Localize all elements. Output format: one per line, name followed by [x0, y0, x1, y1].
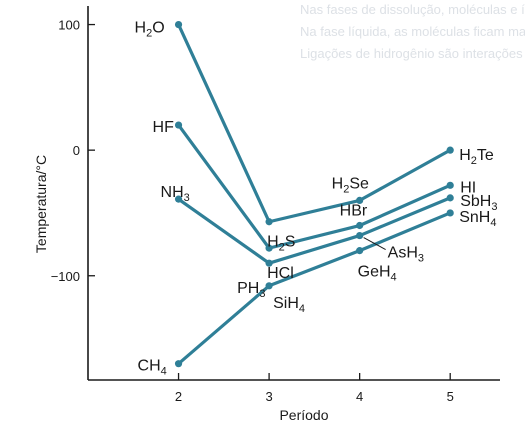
background-text-2: Na fase líquida, as moléculas ficam mais…	[300, 24, 525, 39]
data-label: HCl	[267, 265, 294, 282]
data-label: SbH3	[460, 193, 497, 213]
data-point	[356, 196, 364, 204]
data-point	[265, 218, 273, 226]
data-label: CH4	[138, 358, 167, 378]
y-tick-label: −100	[51, 269, 80, 284]
data-label: AsH3	[388, 245, 424, 265]
background-text-1: Nas fases de dissolução, moléculas e íon…	[300, 2, 525, 17]
data-point	[265, 259, 273, 267]
x-tick-label: 4	[356, 389, 363, 404]
data-point	[446, 194, 454, 202]
data-point	[446, 146, 454, 154]
x-axis-label: Período	[279, 407, 328, 423]
data-point	[446, 209, 454, 217]
series-line-group17	[176, 123, 452, 250]
series-layer	[174, 20, 454, 368]
data-point	[356, 221, 364, 230]
y-axis-label: Temperatura/°C	[33, 155, 49, 253]
data-point	[356, 231, 364, 240]
data-label: GeH4	[358, 264, 397, 284]
x-tick-label: 2	[175, 389, 182, 404]
y-tick-label: 100	[58, 18, 80, 33]
data-point	[356, 247, 364, 255]
data-label: SiH4	[273, 295, 305, 315]
series-line-group14	[176, 211, 452, 366]
data-label: HBr	[340, 203, 368, 220]
data-label: H2Se	[332, 175, 369, 195]
series-line-group15	[176, 196, 452, 265]
data-point	[174, 195, 183, 203]
data-label: HF	[153, 119, 175, 136]
data-labels-layer: H2O H2S H2Se H2Te HF HCl HBr HI NH3 PH3 AsH3 SbH3 CH…	[135, 20, 498, 378]
data-point	[174, 20, 183, 29]
series-line-group16	[176, 22, 452, 224]
data-label: H2O	[135, 20, 165, 40]
background-text-3: Ligações de hidrogênio são interações es…	[300, 46, 525, 61]
data-label: SnH4	[459, 209, 496, 229]
x-tick-label: 3	[265, 389, 272, 404]
axes: 100 0 −100 2 3 4 5	[51, 6, 500, 404]
data-point	[265, 244, 273, 252]
data-label: NH3	[161, 184, 190, 204]
data-label: H2Te	[459, 147, 494, 167]
data-label: PH3	[237, 280, 265, 300]
data-point	[174, 360, 183, 368]
data-point	[265, 282, 273, 290]
y-tick-label: 0	[73, 143, 80, 158]
data-label: H2S	[267, 234, 295, 254]
data-point	[174, 121, 183, 129]
x-tick-label: 5	[447, 389, 454, 404]
background-text-layer: Nas fases de dissolução, moléculas e íon…	[300, 2, 525, 61]
data-point	[446, 181, 454, 189]
data-label: HI	[460, 179, 476, 196]
ash3-leader-line	[363, 237, 386, 251]
